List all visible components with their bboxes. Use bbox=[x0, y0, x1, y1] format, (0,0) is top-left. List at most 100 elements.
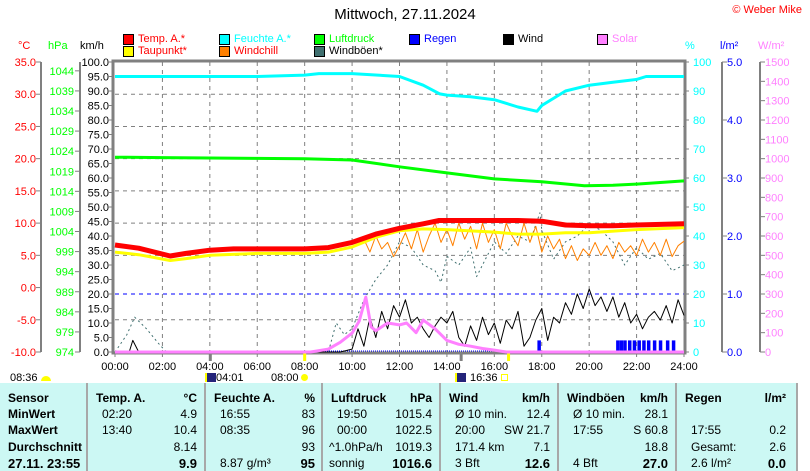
moonset-icon bbox=[455, 373, 466, 382]
marker-label: 08:36 bbox=[10, 372, 38, 384]
speed-tick-label: 95.0 bbox=[88, 72, 109, 84]
legend-label: Luftdruck bbox=[329, 33, 375, 45]
x-tick-label: 08:00 bbox=[291, 361, 319, 373]
cell-label: 08:35 bbox=[220, 423, 251, 437]
humidity-tick-label: 10 bbox=[693, 318, 705, 330]
chart-title: Mittwoch, 27.11.2024 bbox=[334, 6, 476, 23]
moonrise-icon bbox=[205, 373, 216, 382]
temp-tick-label: 30.0 bbox=[15, 89, 36, 101]
column-title: Wind bbox=[449, 391, 479, 405]
speed-tick-label: 0.0 bbox=[94, 347, 109, 359]
cell-value: 1016.6 bbox=[392, 456, 432, 471]
rain-tick-label: 3.0 bbox=[727, 173, 742, 185]
column-separator bbox=[439, 383, 441, 471]
cell-label: Ø 10 min. bbox=[455, 407, 508, 421]
x-tick-label: 16:00 bbox=[481, 361, 509, 373]
series-wind bbox=[115, 288, 685, 353]
humidity-tick-label: 20 bbox=[693, 289, 705, 301]
legend-swatch bbox=[314, 45, 325, 57]
column-feuchte-a-: Feuchte A.% 16:55 83 08:35 96 93 8.87 g/m³ 95 bbox=[206, 383, 323, 471]
rain-bar bbox=[658, 340, 663, 352]
cell-label: 17:55 bbox=[691, 423, 722, 437]
legend-label: Taupunkt* bbox=[138, 45, 187, 57]
legend-swatch bbox=[219, 45, 230, 57]
legend-item: Windchill bbox=[219, 45, 278, 57]
pressure-tick-label: 1004 bbox=[50, 227, 74, 239]
cell-value: 0.2 bbox=[769, 423, 786, 437]
rain-bar bbox=[537, 340, 541, 352]
humidity-unit: % bbox=[685, 40, 695, 52]
cell-value: 18.8 bbox=[644, 440, 668, 454]
speed-tick-label: 55.0 bbox=[88, 188, 109, 200]
marker-moonset: 16:36 bbox=[455, 372, 508, 384]
x-tick-label: 12:00 bbox=[386, 361, 414, 373]
series-feuchte-a bbox=[115, 72, 684, 113]
speed-unit: km/h bbox=[80, 40, 104, 52]
series-solar bbox=[115, 295, 684, 354]
solar-tick-label: 800 bbox=[765, 192, 783, 204]
x-tick-label: 06:00 bbox=[243, 361, 271, 373]
sunset-icon bbox=[500, 374, 508, 381]
cell-value: 1022.5 bbox=[395, 423, 432, 437]
series-luftdruck bbox=[114, 155, 685, 188]
stats-table: Sensor MinWert MaxWert Durchschnitt 27.1… bbox=[0, 383, 798, 471]
cell-value: 12.6 bbox=[524, 456, 550, 471]
temp-tick-label: 20.0 bbox=[15, 154, 36, 166]
speed-tick-label: 40.0 bbox=[88, 231, 109, 243]
solar-tick-label: 100 bbox=[765, 328, 783, 340]
column-regen: Regen l/m² 17:55 0.2 Gesamt: 2.6 2.6 l/m² 0.0 bbox=[677, 383, 794, 471]
column-windböen: Windböen km/h Ø 10 min. 28.1 17:55 S 60.8 18.8… bbox=[559, 383, 676, 471]
column-title: Regen bbox=[685, 391, 722, 405]
x-tick-label: 02:00 bbox=[149, 361, 177, 373]
marker-label: 04:01 bbox=[216, 372, 244, 384]
rain-tick-label: 2.0 bbox=[727, 231, 742, 243]
legend-swatch bbox=[123, 45, 134, 57]
row-label: Durchschnitt bbox=[8, 440, 83, 454]
pressure-tick-label: 1024 bbox=[50, 146, 74, 158]
humidity-tick-label: 100 bbox=[693, 57, 711, 69]
pressure-tick-label: 1009 bbox=[50, 206, 74, 218]
x-tick-label: 04:00 bbox=[196, 361, 224, 373]
legend-label: Temp. A.* bbox=[138, 33, 186, 45]
cell-label: 2.6 l/m² bbox=[691, 456, 732, 470]
speed-tick-label: 35.0 bbox=[88, 246, 109, 258]
row-label: MaxWert bbox=[8, 423, 58, 437]
pressure-tick-label: 984 bbox=[56, 307, 74, 319]
temp-tick-label: -5.0 bbox=[17, 315, 36, 327]
temp-tick-label: 5.0 bbox=[21, 250, 36, 262]
legend-label: Windböen* bbox=[329, 45, 383, 57]
legend-item: Solar bbox=[597, 33, 638, 45]
temp-tick-label: 0.0 bbox=[21, 283, 36, 295]
humidity-tick-label: 90 bbox=[693, 86, 705, 98]
cell-label: 20:00 bbox=[455, 423, 486, 437]
cell-value: 95 bbox=[300, 456, 315, 471]
cell-value: 27.0 bbox=[642, 456, 668, 471]
legend-swatch bbox=[219, 33, 230, 45]
speed-tick-label: 15.0 bbox=[88, 304, 109, 316]
pressure-tick-label: 979 bbox=[56, 327, 74, 339]
temp-tick-label: -10.0 bbox=[11, 347, 36, 359]
cell-label: Gesamt: bbox=[691, 440, 737, 454]
row-label: MinWert bbox=[8, 407, 56, 421]
cell-value: 1015.4 bbox=[395, 407, 432, 421]
cell-value: 1019.3 bbox=[395, 440, 432, 454]
column-separator bbox=[675, 383, 677, 471]
solar-tick-label: 1400 bbox=[765, 76, 789, 88]
cell-label: ^1.0hPa/h bbox=[329, 440, 383, 454]
marker-label: 08:00 bbox=[271, 372, 299, 384]
row-label: Sensor bbox=[8, 391, 49, 405]
column-unit: km/h bbox=[639, 391, 668, 405]
marker-sunrise: 08:00 bbox=[271, 372, 308, 384]
column-separator bbox=[796, 383, 798, 471]
rain-bar bbox=[619, 340, 624, 352]
cell-value: 10.4 bbox=[173, 423, 197, 437]
rain-tick-label: 4.0 bbox=[727, 115, 742, 127]
pressure-tick-label: 1044 bbox=[50, 66, 74, 78]
temp-tick-label: 15.0 bbox=[15, 186, 36, 198]
legend-label: Windchill bbox=[234, 45, 279, 57]
solar-tick-label: 1000 bbox=[765, 154, 789, 166]
column-wind: Wind km/h Ø 10 min. 12.4 20:00 SW 21.7 171.4 k… bbox=[441, 383, 558, 471]
solar-tick-label: 700 bbox=[765, 212, 783, 224]
cell-value: 12.4 bbox=[526, 407, 550, 421]
legend-swatch bbox=[597, 33, 608, 45]
